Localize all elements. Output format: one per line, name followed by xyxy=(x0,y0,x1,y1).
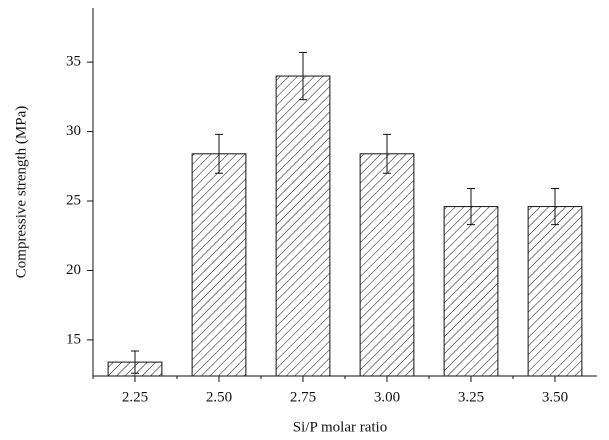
error-bar xyxy=(299,51,307,101)
y-tick-label: 30 xyxy=(66,123,81,139)
x-tick-label: 2.50 xyxy=(206,389,232,405)
y-tick-label: 25 xyxy=(66,192,81,208)
y-tick-label: 20 xyxy=(66,262,81,278)
error-bar xyxy=(215,133,223,174)
bar xyxy=(191,153,247,377)
y-axis-label: Compressive strength (MPa) xyxy=(13,106,29,278)
error-bar xyxy=(131,350,139,374)
bar xyxy=(443,206,499,377)
x-tick-label: 3.50 xyxy=(542,389,568,405)
x-tick-label: 3.00 xyxy=(374,389,400,405)
bar xyxy=(275,75,331,377)
x-axis-label: Si/P molar ratio xyxy=(293,419,387,435)
bar xyxy=(527,206,583,377)
y-tick-label: 35 xyxy=(66,54,81,70)
x-tick-label: 2.75 xyxy=(290,389,316,405)
error-bar xyxy=(551,188,559,226)
bar xyxy=(359,153,415,377)
error-bar xyxy=(383,133,391,174)
error-bar xyxy=(467,188,475,226)
y-tick-label: 15 xyxy=(66,331,81,347)
x-tick-label: 2.25 xyxy=(122,389,148,405)
x-tick-label: 3.25 xyxy=(458,389,484,405)
